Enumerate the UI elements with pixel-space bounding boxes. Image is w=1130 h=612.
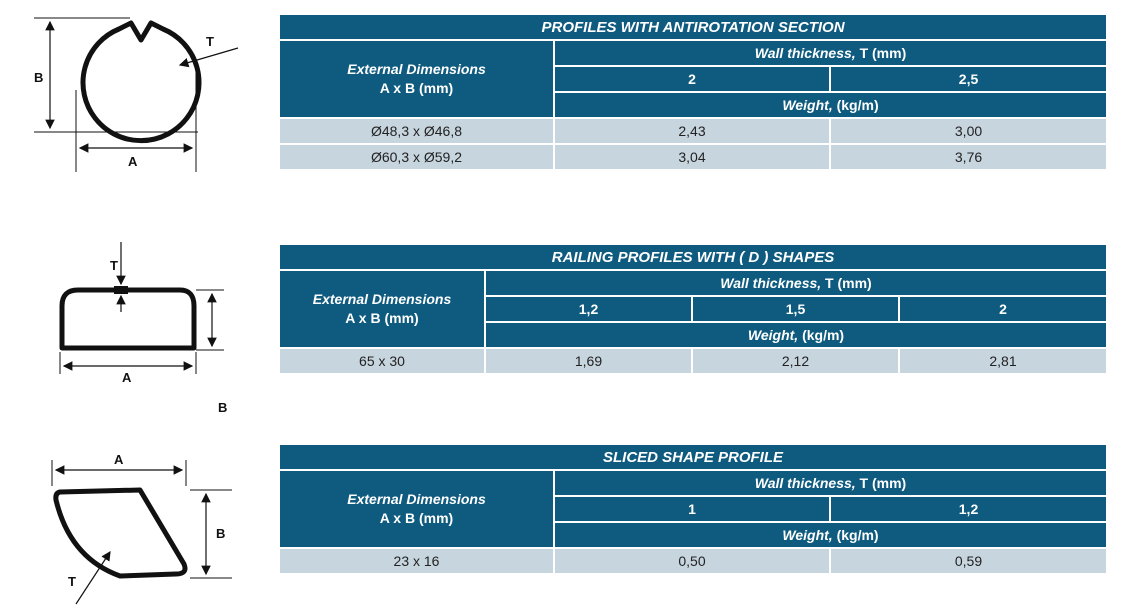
thickness-t-arrow: [75, 550, 111, 605]
weight-cell: 2,43: [553, 117, 831, 145]
external-dimensions-header: External Dimensions A x B (mm): [278, 269, 486, 349]
external-dimensions-header: External Dimensions A x B (mm): [278, 39, 555, 119]
thickness-value: 1,5: [691, 295, 900, 323]
weight-header: Weight, (kg/m): [552, 91, 1109, 119]
weight-cell: 3,00: [828, 117, 1109, 145]
label-b: B: [34, 70, 43, 85]
sliced-table: SLICED SHAPE PROFILE External Dimensions…: [277, 443, 1109, 575]
weight-cell: 0,59: [828, 547, 1109, 575]
label-b: B: [216, 526, 225, 541]
weight-header: Weight, (kg/m): [552, 521, 1109, 549]
dimension-cell: 23 x 16: [278, 547, 555, 575]
sliced-outline: [53, 487, 188, 579]
table-row: 23 x 16 0,50 0,59: [278, 547, 1109, 575]
weight-cell: 2,12: [691, 347, 900, 375]
table-title: PROFILES WITH ANTIROTATION SECTION: [277, 13, 1109, 41]
antirotation-table: PROFILES WITH ANTIROTATION SECTION Exter…: [277, 13, 1109, 171]
weight-cell: 3,04: [553, 143, 831, 171]
thickness-value: 1,2: [828, 495, 1109, 523]
d-shape-outline: [59, 287, 197, 351]
antirotation-profile-diagram: B A T: [30, 10, 250, 180]
d-shape-profile-diagram: T A: [40, 240, 240, 390]
d-shape-table: RAILING PROFILES WITH ( D ) SHAPES Exter…: [277, 243, 1109, 375]
weight-header: Weight, (kg/m): [483, 321, 1109, 349]
wall-thickness-header: Wall thickness, T (mm): [552, 39, 1109, 67]
thickness-t-arrow: [178, 47, 239, 68]
table-row: Ø48,3 x Ø46,8 2,43 3,00: [278, 117, 1109, 145]
label-t: T: [206, 34, 214, 49]
weight-cell: 1,69: [484, 347, 693, 375]
table-title: SLICED SHAPE PROFILE: [277, 443, 1109, 471]
weight-cell: 0,50: [553, 547, 831, 575]
sliced-profile-diagram: A B T: [40, 448, 250, 608]
weight-cell: 3,76: [828, 143, 1109, 171]
label-t: T: [110, 258, 118, 273]
dimension-cell: Ø48,3 x Ø46,8: [278, 117, 555, 145]
wall-thickness-header: Wall thickness, T (mm): [552, 469, 1109, 497]
table-row: 65 x 30 1,69 2,12 2,81: [278, 347, 1109, 375]
label-a: A: [122, 370, 132, 385]
table-row: Ø60,3 x Ø59,2 3,04 3,76: [278, 143, 1109, 171]
dimension-cell: 65 x 30: [278, 347, 486, 375]
thickness-value: 2: [897, 295, 1109, 323]
table-title: RAILING PROFILES WITH ( D ) SHAPES: [277, 243, 1109, 271]
weight-cell: 2,81: [897, 347, 1109, 375]
label-a: A: [114, 452, 124, 467]
dimension-cell: Ø60,3 x Ø59,2: [278, 143, 555, 171]
thickness-value: 1: [553, 495, 831, 523]
thickness-value: 1,2: [484, 295, 693, 323]
label-b: B: [218, 400, 228, 415]
thickness-value: 2,5: [828, 65, 1109, 93]
label-a: A: [128, 154, 138, 169]
wall-thickness-header: Wall thickness, T (mm): [483, 269, 1109, 297]
external-dimensions-header: External Dimensions A x B (mm): [278, 469, 555, 549]
thickness-value: 2: [553, 65, 831, 93]
label-t: T: [68, 574, 76, 589]
antirotation-outline: [80, 20, 202, 144]
